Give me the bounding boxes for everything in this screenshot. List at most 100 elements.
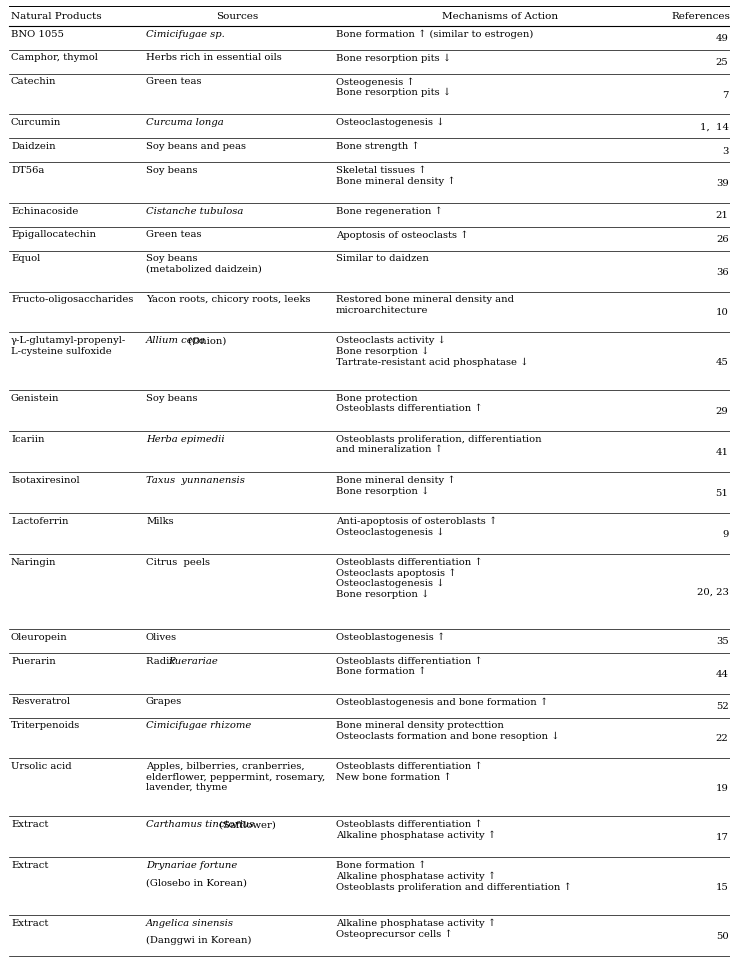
Text: Milks: Milks [146, 516, 174, 526]
Text: Sources: Sources [216, 12, 258, 20]
Text: 39: 39 [716, 179, 729, 187]
Text: Extract: Extract [11, 820, 48, 828]
Text: Isotaxiresinol: Isotaxiresinol [11, 476, 80, 484]
Text: Soy beans: Soy beans [146, 165, 198, 175]
Text: Bone formation ↑ (similar to estrogen): Bone formation ↑ (similar to estrogen) [336, 30, 533, 39]
Text: Triterpenoids: Triterpenoids [11, 721, 80, 729]
Text: 41: 41 [715, 448, 729, 456]
Text: Bone mineral density protecttion
Osteoclasts formation and bone resoption ↓: Bone mineral density protecttion Osteocl… [336, 721, 559, 740]
Text: 51: 51 [715, 488, 729, 498]
Text: Taxus  yunnanensis: Taxus yunnanensis [146, 476, 245, 484]
Text: Icariin: Icariin [11, 434, 45, 444]
Text: Herba epimedii: Herba epimedii [146, 434, 225, 444]
Text: Lactoferrin: Lactoferrin [11, 516, 69, 526]
Text: Similar to daidzen: Similar to daidzen [336, 254, 429, 263]
Text: 3: 3 [722, 146, 729, 156]
Text: Puerarin: Puerarin [11, 655, 55, 665]
Text: Naringin: Naringin [11, 557, 56, 566]
Text: 7: 7 [722, 90, 729, 99]
Text: Skeletal tissues ↑
Bone mineral density ↑: Skeletal tissues ↑ Bone mineral density … [336, 165, 456, 185]
Text: Bone protection
Osteoblasts differentiation ↑: Bone protection Osteoblasts differentiat… [336, 394, 483, 413]
Text: (Danggwi in Korean): (Danggwi in Korean) [146, 935, 252, 945]
Text: Green teas: Green teas [146, 77, 201, 86]
Text: Herbs rich in essential oils: Herbs rich in essential oils [146, 54, 282, 62]
Text: 20, 23: 20, 23 [696, 587, 729, 597]
Text: Mechanisms of Action: Mechanisms of Action [442, 12, 558, 20]
Text: Cimicifugae rhizome: Cimicifugae rhizome [146, 721, 251, 729]
Text: Soy beans
(metabolized daidzein): Soy beans (metabolized daidzein) [146, 254, 262, 274]
Text: 36: 36 [716, 267, 729, 276]
Text: 35: 35 [716, 637, 729, 646]
Text: Osteoblasts differentiation ↑
New bone formation ↑: Osteoblasts differentiation ↑ New bone f… [336, 761, 483, 780]
Text: Equol: Equol [11, 254, 40, 263]
Text: Osteoblasts proliferation, differentiation
and mineralization ↑: Osteoblasts proliferation, differentiati… [336, 434, 542, 454]
Text: 49: 49 [715, 35, 729, 43]
Text: Camphor, thymol: Camphor, thymol [11, 54, 98, 62]
Text: 26: 26 [716, 235, 729, 244]
Text: 29: 29 [716, 407, 729, 416]
Text: Yacon roots, chicory roots, leeks: Yacon roots, chicory roots, leeks [146, 295, 310, 304]
Text: Radix: Radix [146, 655, 178, 665]
Text: Osteoblastogenesis and bone formation ↑: Osteoblastogenesis and bone formation ↑ [336, 697, 548, 706]
Text: 10: 10 [715, 308, 729, 317]
Text: Curcuma longa: Curcuma longa [146, 118, 224, 127]
Text: Puerariae: Puerariae [168, 655, 218, 665]
Text: Fructo-oligosaccharides: Fructo-oligosaccharides [11, 295, 134, 304]
Text: 15: 15 [715, 882, 729, 891]
Text: (Safflower): (Safflower) [216, 820, 276, 828]
Text: Apples, bilberries, cranberries,
elderflower, peppermint, rosemary,
lavender, th: Apples, bilberries, cranberries, elderfl… [146, 761, 326, 791]
Text: Osteoblasts differentiation ↑
Osteoclasts apoptosis ↑
Osteoclastogenesis ↓
Bone : Osteoblasts differentiation ↑ Osteoclast… [336, 557, 483, 599]
Text: Genistein: Genistein [11, 394, 59, 403]
Text: BNO 1055: BNO 1055 [11, 30, 64, 38]
Text: 25: 25 [716, 58, 729, 67]
Text: Curcumin: Curcumin [11, 118, 61, 127]
Text: Osteoclasts activity ↓
Bone resorption ↓
Tartrate-resistant acid phosphatase ↓: Osteoclasts activity ↓ Bone resorption ↓… [336, 335, 529, 366]
Text: Echinacoside: Echinacoside [11, 207, 78, 215]
Text: Allium cepa: Allium cepa [146, 335, 206, 345]
Text: Catechin: Catechin [11, 77, 56, 86]
Text: 50: 50 [716, 931, 729, 940]
Text: Osteoblasts differentiation ↑
Bone formation ↑: Osteoblasts differentiation ↑ Bone forma… [336, 655, 483, 676]
Text: Bone resorption pits ↓: Bone resorption pits ↓ [336, 54, 451, 62]
Text: 22: 22 [716, 734, 729, 743]
Text: Restored bone mineral density and
microarchitecture: Restored bone mineral density and microa… [336, 295, 514, 314]
Text: Ursolic acid: Ursolic acid [11, 761, 72, 771]
Text: Anti-apoptosis of osteroblasts ↑
Osteoclastogenesis ↓: Anti-apoptosis of osteroblasts ↑ Osteocl… [336, 516, 497, 536]
Text: 44: 44 [715, 669, 729, 678]
Text: Alkaline phosphatase activity ↑
Osteoprecursor cells ↑: Alkaline phosphatase activity ↑ Osteopre… [336, 918, 496, 938]
Text: DT56a: DT56a [11, 165, 45, 175]
Text: Oleuropein: Oleuropein [11, 632, 68, 641]
Text: 21: 21 [715, 211, 729, 220]
Text: Drynariae fortune: Drynariae fortune [146, 860, 237, 869]
Text: Cimicifugae sp.: Cimicifugae sp. [146, 30, 225, 38]
Text: Epigallocatechin: Epigallocatechin [11, 231, 96, 239]
Text: Bone regeneration ↑: Bone regeneration ↑ [336, 207, 442, 216]
Text: Apoptosis of osteoclasts ↑: Apoptosis of osteoclasts ↑ [336, 231, 469, 239]
Text: References: References [671, 12, 730, 20]
Text: γ-L-glutamyl-propenyl-
L-cysteine sulfoxide: γ-L-glutamyl-propenyl- L-cysteine sulfox… [11, 335, 126, 356]
Text: 9: 9 [722, 530, 729, 538]
Text: Osteogenesis ↑
Bone resorption pits ↓: Osteogenesis ↑ Bone resorption pits ↓ [336, 77, 451, 97]
Text: Osteoclastogenesis ↓: Osteoclastogenesis ↓ [336, 118, 445, 127]
Text: 1,  14: 1, 14 [699, 123, 729, 132]
Text: Green teas: Green teas [146, 231, 201, 239]
Text: Extract: Extract [11, 918, 48, 927]
Text: 19: 19 [715, 783, 729, 792]
Text: Olives: Olives [146, 632, 177, 641]
Text: 45: 45 [715, 357, 729, 366]
Text: Osteoblasts differentiation ↑
Alkaline phosphatase activity ↑: Osteoblasts differentiation ↑ Alkaline p… [336, 820, 496, 839]
Text: Natural Products: Natural Products [11, 12, 101, 20]
Text: Cistanche tubulosa: Cistanche tubulosa [146, 207, 243, 215]
Text: Bone strength ↑: Bone strength ↑ [336, 142, 420, 151]
Text: Bone formation ↑
Alkaline phosphatase activity ↑
Osteoblasts proliferation and d: Bone formation ↑ Alkaline phosphatase ac… [336, 860, 572, 891]
Text: 17: 17 [715, 832, 729, 842]
Text: Carthamus tinctorius: Carthamus tinctorius [146, 820, 254, 828]
Text: Grapes: Grapes [146, 697, 182, 705]
Text: Bone mineral density ↑
Bone resorption ↓: Bone mineral density ↑ Bone resorption ↓ [336, 476, 456, 496]
Text: Osteoblastogenesis ↑: Osteoblastogenesis ↑ [336, 632, 445, 642]
Text: Soy beans and peas: Soy beans and peas [146, 142, 246, 151]
Text: (Onion): (Onion) [185, 335, 226, 345]
Text: (Glosebo in Korean): (Glosebo in Korean) [146, 877, 247, 886]
Text: Soy beans: Soy beans [146, 394, 198, 403]
Text: Extract: Extract [11, 860, 48, 869]
